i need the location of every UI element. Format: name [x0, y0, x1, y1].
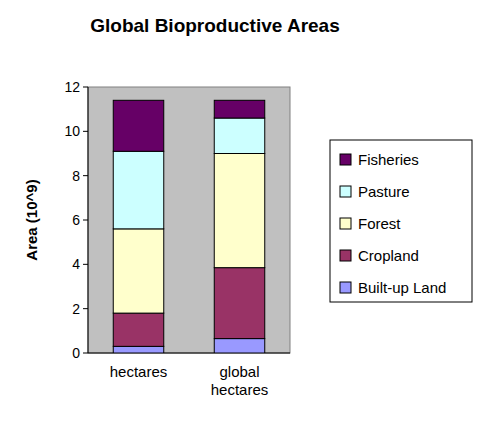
- y-tick-label: 4: [72, 256, 80, 272]
- x-tick-label-line: global: [219, 363, 259, 380]
- title: Global Bioproductive Areas: [90, 15, 340, 36]
- y-tick: [83, 264, 88, 265]
- legend-swatch: [340, 186, 351, 197]
- legend-swatch: [340, 250, 351, 261]
- bar-segment: [113, 229, 164, 313]
- bar-segment: [113, 100, 164, 151]
- legend-label: Cropland: [358, 247, 419, 264]
- y-tick-label: 8: [72, 168, 80, 184]
- bar-segment: [214, 268, 265, 339]
- y-tick-label: 12: [64, 79, 80, 95]
- x-tick-label-line: hectares: [211, 381, 269, 398]
- x-tick-label-line: hectares: [110, 363, 168, 380]
- y-tick-label: 6: [72, 212, 80, 228]
- bar-segment: [113, 151, 164, 229]
- y-tick: [83, 87, 88, 88]
- chart-container: Global Bioproductive Areas 0 2 4 6 8 10 12 Area …: [0, 0, 489, 441]
- legend-swatch: [340, 154, 351, 165]
- legend-label: Pasture: [358, 183, 410, 200]
- y-tick-label: 0: [72, 345, 80, 361]
- y-tick-label: 2: [72, 301, 80, 317]
- legend-label: Built-up Land: [358, 279, 446, 296]
- y-axis-label: Area (10^9): [23, 179, 40, 260]
- plot-area: [88, 87, 290, 353]
- x-tick-label: globalhectares: [211, 363, 269, 398]
- legend-box: [330, 140, 472, 302]
- bar-segment: [214, 118, 265, 153]
- legend-swatch: [340, 218, 351, 229]
- bar-segment: [214, 154, 265, 268]
- legend-swatch: [340, 282, 351, 293]
- x-tick-label: hectares: [110, 363, 168, 380]
- y-tick: [83, 220, 88, 221]
- y-tick: [83, 175, 88, 176]
- bar-segment: [113, 346, 164, 353]
- background: [0, 0, 489, 441]
- legend-label: Forest: [358, 215, 401, 232]
- y-tick: [83, 353, 88, 354]
- y-tick: [83, 308, 88, 309]
- y-tick: [83, 131, 88, 132]
- y-tick-label: 10: [64, 123, 80, 139]
- chart-svg: Global Bioproductive Areas 0 2 4 6 8 10 12 Area …: [0, 0, 489, 441]
- bars: [113, 100, 265, 353]
- bar-segment: [214, 100, 265, 118]
- bar-segment: [214, 339, 265, 353]
- legend-label: Fisheries: [358, 151, 419, 168]
- bar-segment: [113, 313, 164, 346]
